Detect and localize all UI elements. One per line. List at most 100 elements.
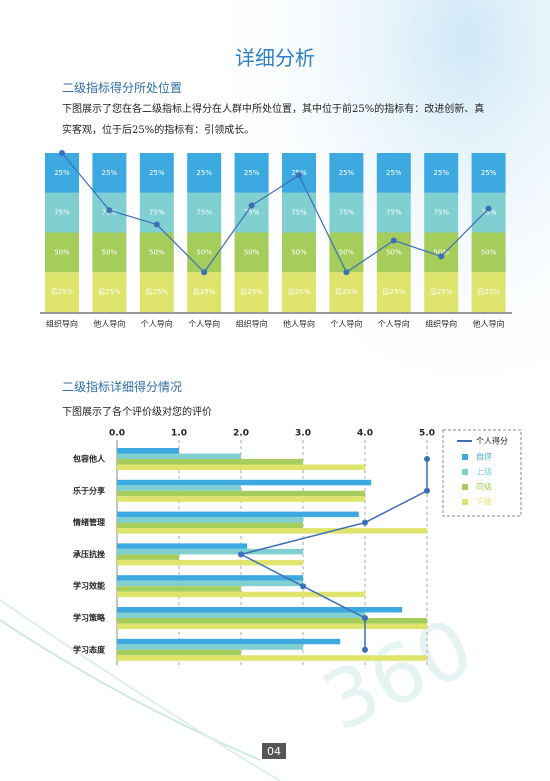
bar-segment [45, 272, 79, 312]
segment-label: 50% [149, 248, 165, 256]
x-tick-label: 他人导向 [473, 319, 505, 329]
segment-label: 25% [102, 169, 118, 177]
y-tick-label: 承压抗挫 [73, 549, 105, 559]
bar [117, 623, 427, 629]
y-tick-label: 学习效能 [73, 581, 105, 591]
score-point [362, 615, 368, 621]
bar-segment [329, 272, 364, 312]
bar-segment [234, 272, 269, 312]
x-tick-label: 个人导向 [378, 319, 410, 329]
position-point [390, 237, 397, 244]
y-tick-label: 学习策略 [73, 613, 106, 623]
bar-segment [187, 272, 222, 312]
score-point [424, 487, 430, 494]
bar [117, 575, 303, 581]
legend-box [442, 429, 522, 517]
bar-segment [45, 153, 79, 193]
bar [117, 591, 365, 598]
page-number: 04 [267, 745, 281, 758]
y-tick-label: 情绪管理 [72, 517, 105, 527]
bar [117, 453, 241, 459]
bar [117, 644, 303, 650]
segment-label: 后25% [335, 287, 358, 296]
bar-segment [234, 232, 269, 273]
segment-label: 25% [433, 169, 449, 177]
position-point [343, 269, 350, 276]
segment-label: 25% [386, 169, 402, 177]
bar [117, 559, 303, 566]
legend-label: 下级 [476, 497, 492, 507]
x-tick-label: 组织导向 [425, 319, 457, 329]
bar [117, 618, 427, 624]
position-line [61, 152, 490, 274]
bar-segment [471, 192, 506, 233]
segment-label: 后25% [430, 287, 453, 296]
bar-segment [424, 272, 459, 312]
position-point [59, 150, 65, 156]
x-tick-label: 组织导向 [236, 319, 268, 329]
score-point [424, 456, 430, 462]
segment-label: 25% [54, 169, 70, 177]
bar-segment [329, 153, 364, 193]
position-point [153, 221, 160, 228]
bar-segment [329, 232, 364, 273]
bar-segment [187, 192, 222, 233]
score-point [300, 583, 306, 590]
legend-swatch [462, 469, 468, 475]
y-tick-label: 学习态度 [73, 644, 106, 654]
segment-label: 50% [291, 248, 307, 256]
section-description: 下图展示了各个评价级对您的评价 [62, 407, 212, 418]
bar-segment [424, 153, 459, 193]
x-tick-label: 个人导向 [141, 319, 173, 329]
legend-swatch [462, 454, 468, 460]
x-tick-label: 他人导向 [93, 319, 125, 329]
segment-label: 50% [339, 248, 355, 256]
segment-label: 25% [481, 169, 497, 177]
segment-label: 75% [291, 209, 307, 217]
segment-label: 25% [244, 169, 260, 177]
x-tick-label: 1.0 [171, 429, 187, 439]
position-point [106, 207, 113, 214]
legend-swatch [462, 484, 468, 490]
bar [117, 528, 427, 534]
segment-label: 后25% [51, 287, 74, 296]
bar-segment [139, 232, 174, 273]
bar [117, 490, 365, 497]
segment-label: 后25% [98, 287, 121, 296]
position-point [248, 202, 255, 209]
x-tick-label: 2.0 [233, 429, 249, 439]
segment-label: 后25% [146, 287, 169, 296]
section-title: 二级指标详细得分情况 [62, 380, 183, 394]
segment-label: 25% [149, 169, 165, 177]
bar [117, 612, 365, 618]
segment-label: 75% [54, 209, 70, 217]
legend-swatch [462, 499, 468, 505]
bar [117, 479, 372, 486]
page-title: 详细分析 [235, 46, 315, 70]
bar [117, 448, 179, 454]
segment-label: 50% [481, 248, 497, 256]
bar-segment [376, 153, 411, 193]
segment-label: 后25% [240, 287, 263, 296]
segment-label: 50% [386, 248, 402, 256]
bar [117, 649, 241, 656]
bar-segment [187, 153, 222, 193]
section-description: 下图展示了您在各二级指标上得分在人群中所处位置，其中位于前25%的指标有：改进创… [62, 104, 485, 136]
bar-segment [45, 232, 79, 273]
section-title: 二级指标得分所处位置 [62, 81, 183, 95]
segment-label: 后25% [383, 287, 406, 296]
segment-label: 75% [481, 209, 497, 217]
y-tick-label: 包容他人 [72, 454, 106, 464]
segment-label: 50% [54, 248, 70, 256]
segment-label: 75% [244, 209, 260, 217]
segment-label: 75% [339, 209, 355, 217]
bar [117, 543, 248, 549]
score-point [362, 646, 368, 653]
segment-label: 75% [433, 209, 449, 217]
bar-segment [471, 232, 506, 273]
position-point [438, 253, 445, 260]
bar-segment [282, 232, 316, 273]
